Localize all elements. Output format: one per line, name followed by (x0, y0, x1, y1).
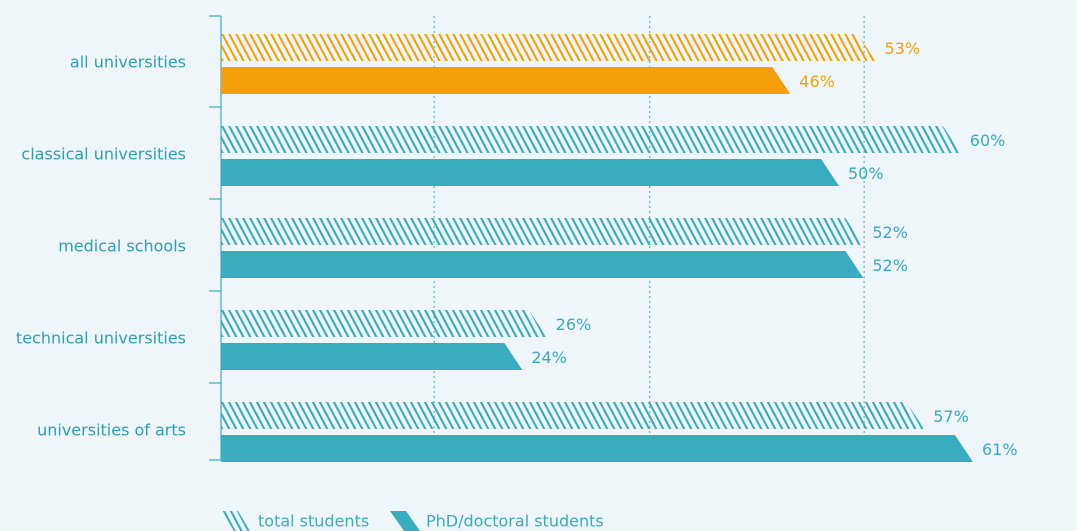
value-label: 24% (531, 348, 567, 367)
value-label: 26% (556, 315, 592, 334)
category-label: medical schools (58, 237, 186, 256)
bar-total-students-classical-universities (221, 126, 961, 153)
bar-phd-doctoral-students-all-universities (221, 67, 791, 94)
category-labels: all universities classical universities me… (16, 53, 186, 440)
legend-label: total students (258, 512, 369, 531)
legend: total students PhD/doctoral students (222, 511, 604, 531)
bar-phd-doctoral-students-classical-universities (221, 159, 839, 186)
value-label: 46% (799, 72, 835, 91)
value-label: 53% (885, 39, 921, 58)
category-label: universities of arts (37, 421, 186, 440)
bars (221, 34, 973, 462)
category-label: technical universities (16, 329, 186, 348)
y-axis (209, 15, 222, 461)
bar-phd-doctoral-students-technical-universities (221, 343, 523, 370)
value-label: 57% (933, 407, 969, 426)
value-labels: 53% 46% 60% 50% 52% 52% 26% 24% 57% 61% (531, 39, 1017, 459)
bar-total-students-technical-universities (221, 310, 547, 337)
value-label: 50% (848, 164, 884, 183)
bar-total-students-medical-schools (221, 218, 864, 245)
bar-phd-doctoral-students-medical-schools (221, 251, 864, 278)
legend-swatch-solid (390, 511, 420, 531)
legend-label: PhD/doctoral students (426, 512, 604, 531)
value-label: 52% (872, 256, 908, 275)
category-label: all universities (70, 53, 186, 72)
bar-phd-doctoral-students-universities-of-arts (221, 435, 973, 462)
category-label: classical universities (21, 145, 186, 164)
bar-total-students-all-universities (221, 34, 876, 61)
value-label: 52% (872, 223, 908, 242)
value-label: 61% (982, 440, 1018, 459)
bar-total-students-universities-of-arts (221, 402, 925, 429)
legend-swatch-hatched (222, 511, 250, 531)
value-label: 60% (970, 131, 1006, 150)
